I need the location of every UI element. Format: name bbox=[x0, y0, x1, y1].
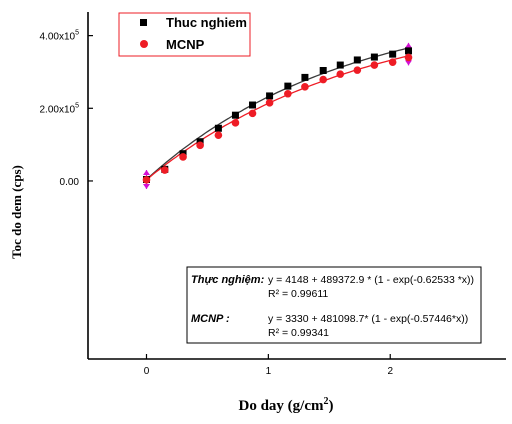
data-point-mcnp bbox=[284, 89, 292, 98]
data-point-mcnp bbox=[336, 70, 345, 78]
data-point-thuc-nghiem bbox=[214, 124, 222, 132]
legend-label-2: MCNP bbox=[166, 37, 205, 52]
y-tick-label: 4.00x105 bbox=[40, 30, 80, 43]
x-axis-title: Do day (g/cm2) bbox=[239, 396, 334, 414]
data-point-mcnp bbox=[179, 153, 187, 161]
data-point-mcnp bbox=[214, 131, 223, 139]
error-bar-cap-top bbox=[142, 170, 150, 176]
y-ticks: 0.00 2.00x105 4.00x105 bbox=[40, 30, 93, 188]
y-axis-title: Toc do dem (cps) bbox=[9, 165, 24, 259]
x-axis-title-tail: ) bbox=[329, 398, 334, 414]
x-axis-title-sup: 2 bbox=[324, 396, 329, 407]
x-ticks: 0 1 2 bbox=[144, 354, 393, 377]
data-point-mcnp bbox=[196, 141, 204, 150]
fit-annotation: Thực nghiệm: y = 4148 + 489372.9 * (1 - … bbox=[186, 266, 482, 344]
annotation-box bbox=[186, 266, 482, 344]
annotation-equation-1: y = 4148 + 489372.9 * (1 - exp(-0.62533 … bbox=[268, 274, 474, 286]
data-point-thuc-nghiem bbox=[319, 66, 327, 74]
data-point-mcnp bbox=[370, 61, 379, 69]
data-point-mcnp bbox=[248, 109, 257, 118]
annotation-r2-2: R² = 0.99341 bbox=[268, 327, 329, 339]
x-tick-label: 2 bbox=[387, 366, 393, 377]
data-point-thuc-nghiem bbox=[284, 82, 292, 90]
x-axis-title-text: Do day (g/cm bbox=[239, 398, 324, 414]
data-point-mcnp bbox=[319, 75, 328, 84]
y-tick-label: 0.00 bbox=[60, 177, 80, 188]
data-point-mcnp bbox=[301, 83, 309, 91]
fit-curves bbox=[146, 47, 409, 181]
data-point-thuc-nghiem bbox=[370, 53, 378, 61]
data-point-mcnp bbox=[265, 99, 274, 107]
annotation-label-2: MCNP : bbox=[191, 313, 230, 325]
fit-curve-2 bbox=[146, 55, 409, 181]
data-point-thuc-nghiem bbox=[266, 92, 274, 100]
legend: Thuc nghiem MCNP bbox=[118, 12, 251, 57]
error-bar-cap-top bbox=[405, 42, 413, 48]
error-bar-cap-bottom bbox=[405, 60, 413, 66]
annotation-label-1: Thực nghiệm: bbox=[191, 274, 265, 286]
data-point-thuc-nghiem bbox=[249, 101, 257, 109]
fit-curve-1 bbox=[146, 47, 409, 180]
data-point-thuc-nghiem bbox=[405, 47, 413, 55]
x-tick-label: 0 bbox=[144, 366, 150, 377]
data-point-thuc-nghiem bbox=[353, 56, 361, 64]
data-point-mcnp bbox=[231, 119, 240, 127]
data-point-mcnp bbox=[160, 166, 169, 174]
annotation-r2-1: R² = 0.99611 bbox=[268, 288, 328, 300]
legend-marker-circle bbox=[140, 40, 148, 48]
data-point-mcnp bbox=[353, 66, 362, 74]
legend-marker-square bbox=[140, 19, 147, 26]
data-point-thuc-nghiem bbox=[389, 50, 397, 58]
data-point-mcnp bbox=[388, 58, 397, 66]
annotation-equation-2: y = 3330 + 481098.7* (1 - exp(-0.57446*x… bbox=[268, 313, 468, 325]
legend-label-1: Thuc nghiem bbox=[166, 15, 247, 30]
data-point-thuc-nghiem bbox=[336, 61, 344, 69]
y-tick-label: 2.00x105 bbox=[40, 102, 80, 115]
data-point-thuc-nghiem bbox=[231, 111, 239, 119]
error-bars bbox=[142, 42, 413, 189]
data-point-mcnp bbox=[142, 176, 151, 184]
data-point-thuc-nghiem bbox=[301, 73, 309, 81]
error-bar-cap-bottom bbox=[142, 183, 150, 189]
x-tick-label: 1 bbox=[266, 366, 272, 377]
data-markers bbox=[142, 47, 413, 184]
data-point-mcnp bbox=[404, 53, 413, 62]
